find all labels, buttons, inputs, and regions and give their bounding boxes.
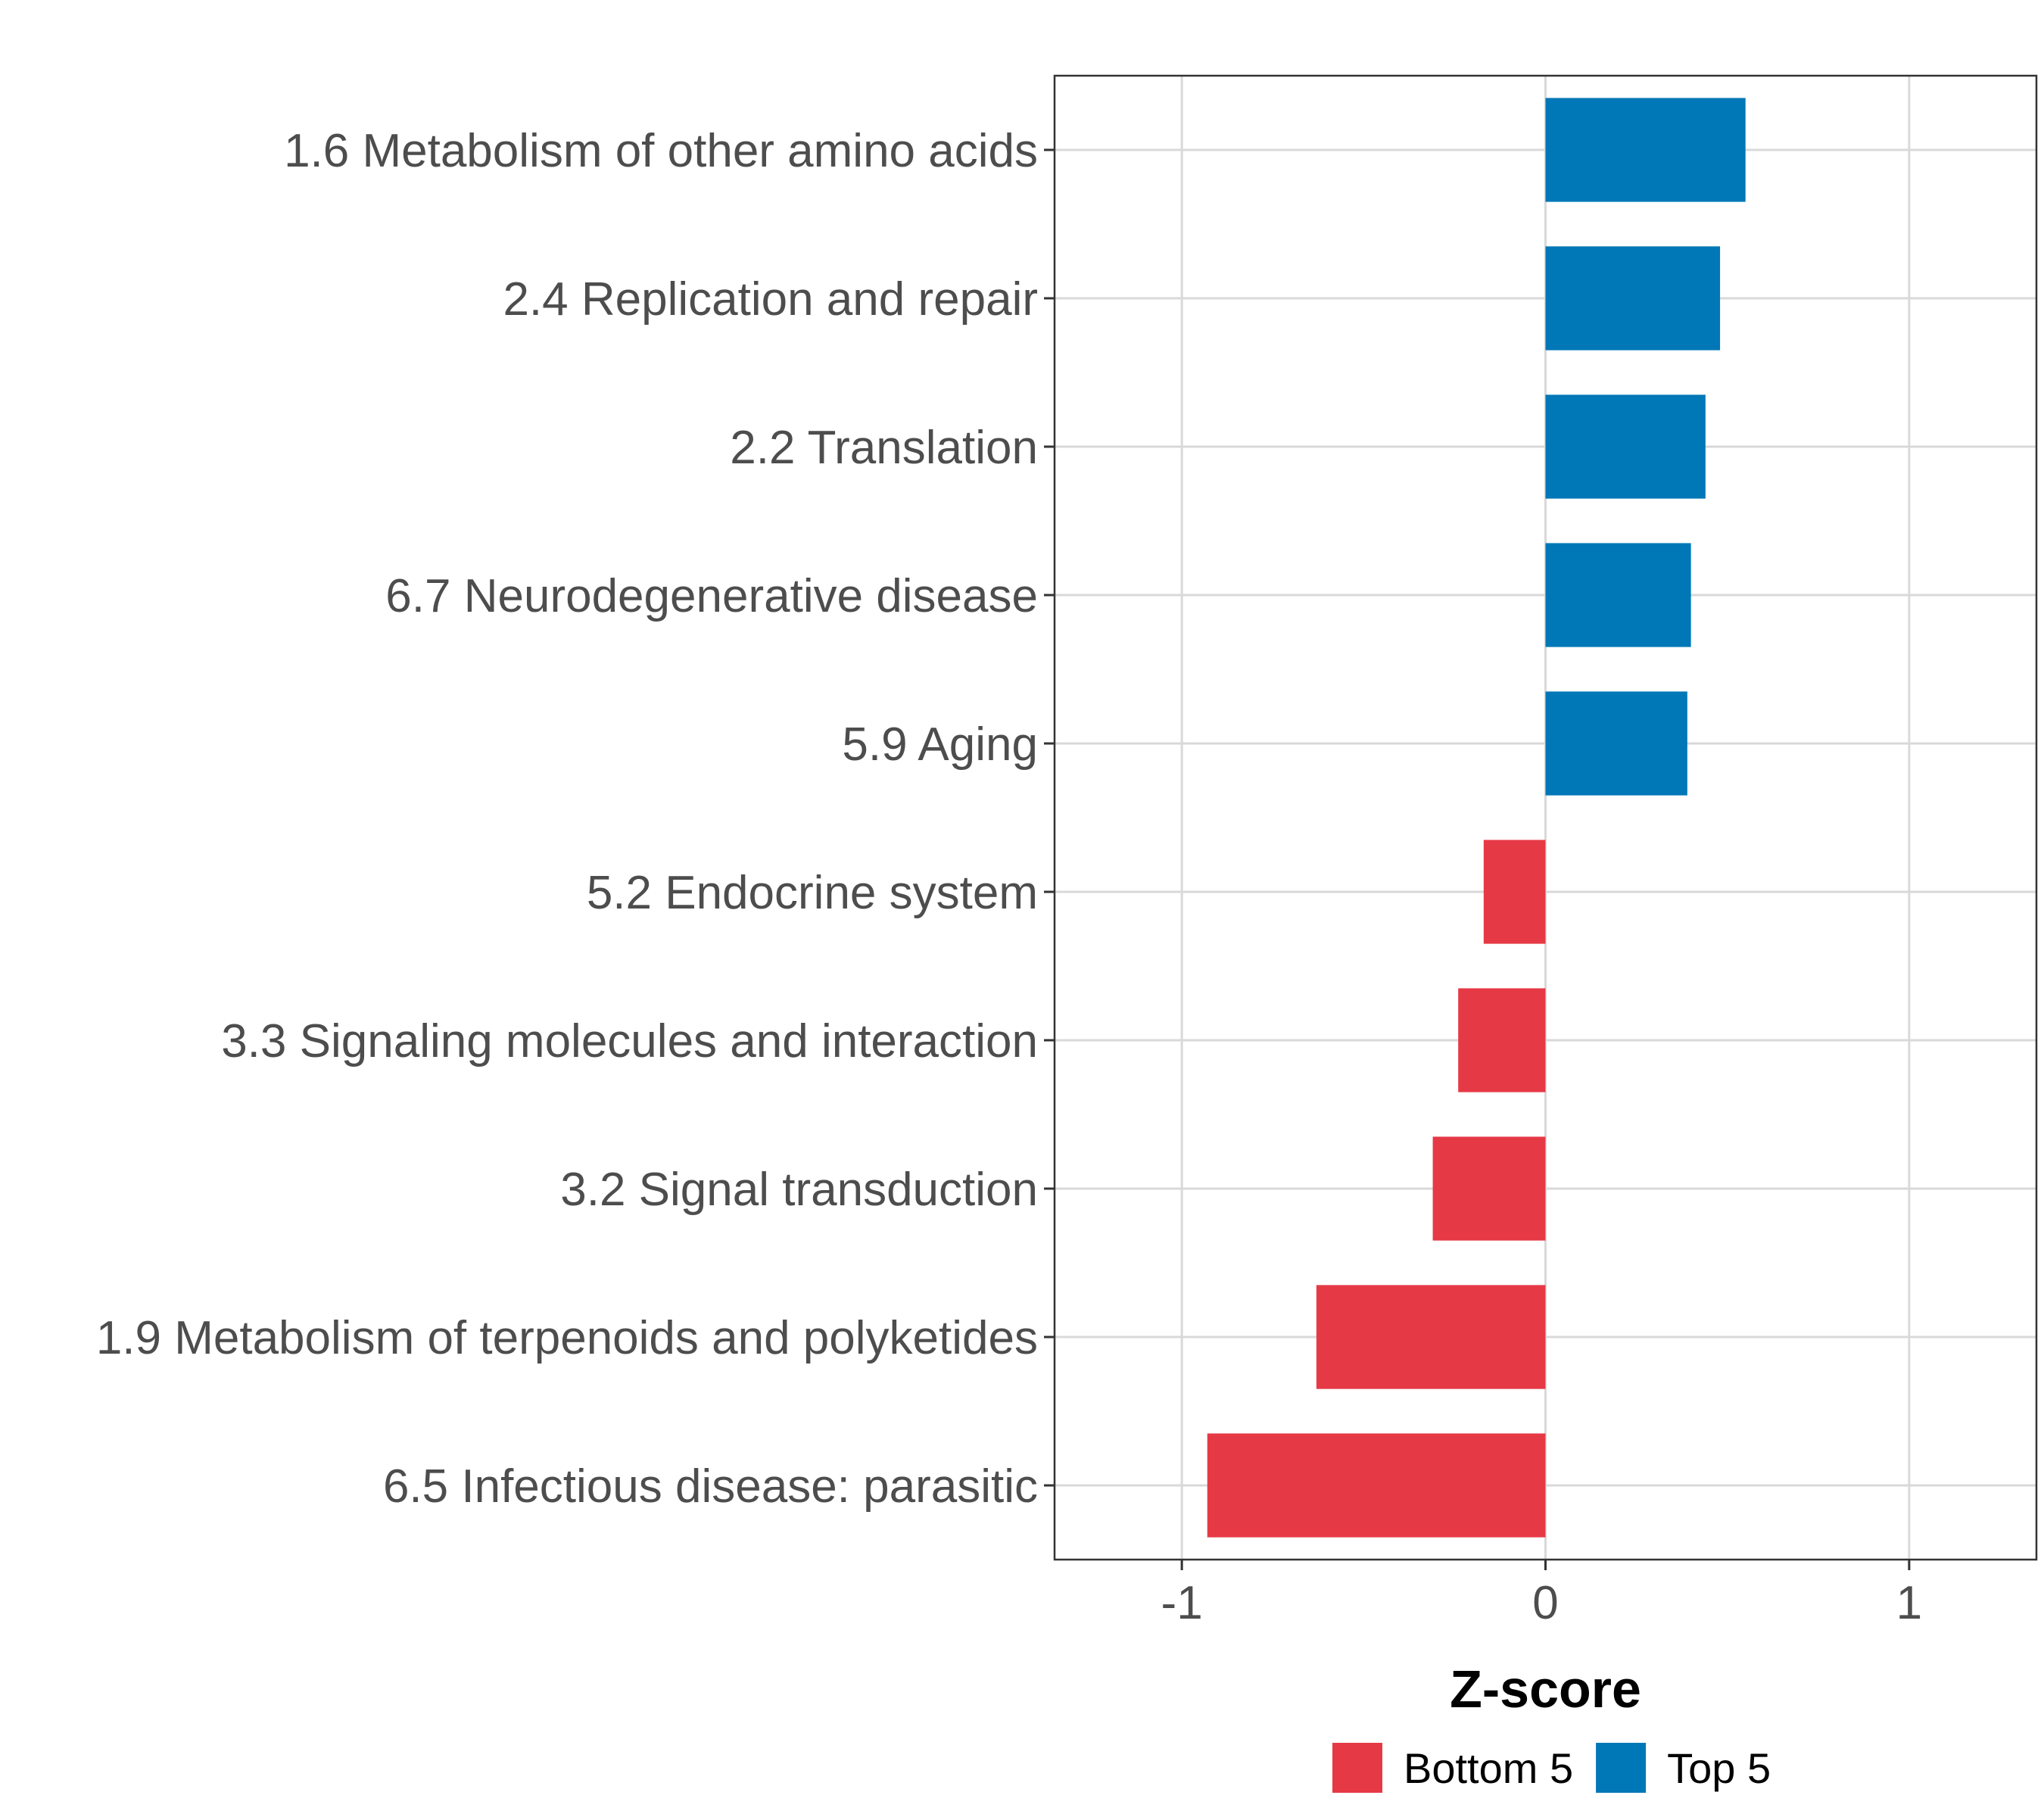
category-label: 1.6 Metabolism of other amino acids [284, 125, 1038, 177]
bar [1432, 1136, 1546, 1241]
bar [1316, 1285, 1546, 1389]
bar [1458, 988, 1546, 1092]
bar [1545, 394, 1706, 499]
legend: Bottom 5 Top 5 [1332, 1743, 1771, 1793]
category-label: 6.5 Infectious disease: parasitic [383, 1460, 1038, 1513]
category-label: 1.9 Metabolism of terpenoids and polyket… [96, 1312, 1038, 1364]
category-label: 2.4 Replication and repair [503, 273, 1038, 326]
bar [1545, 543, 1691, 647]
x-axis-title: Z-score [1450, 1660, 1641, 1719]
legend-label: Top 5 [1667, 1744, 1771, 1792]
category-label: 3.2 Signal transduction [560, 1164, 1038, 1216]
y-axis-ticks: 1.6 Metabolism of other amino acids 2.4 R… [96, 125, 1055, 1513]
x-tick-label: -1 [1161, 1577, 1203, 1629]
category-label: 5.2 Endocrine system [587, 867, 1038, 919]
bar [1545, 691, 1687, 796]
bar [1207, 1433, 1546, 1538]
x-tick-label: 0 [1532, 1577, 1558, 1629]
bar [1545, 246, 1721, 351]
bar [1483, 840, 1546, 944]
bar [1545, 98, 1746, 202]
legend-key [1332, 1743, 1382, 1793]
category-label: 5.9 Aging [842, 718, 1038, 771]
bars [1207, 98, 1746, 1538]
category-label: 2.2 Translation [730, 422, 1038, 474]
category-label: 3.3 Signaling molecules and interaction [221, 1015, 1038, 1067]
category-label: 6.7 Neurodegenerative disease [385, 570, 1038, 622]
x-axis-ticks: -1 0 1 [1161, 1560, 1922, 1629]
legend-key [1596, 1743, 1647, 1793]
x-tick-label: 1 [1896, 1577, 1922, 1629]
legend-label: Bottom 5 [1404, 1744, 1573, 1792]
